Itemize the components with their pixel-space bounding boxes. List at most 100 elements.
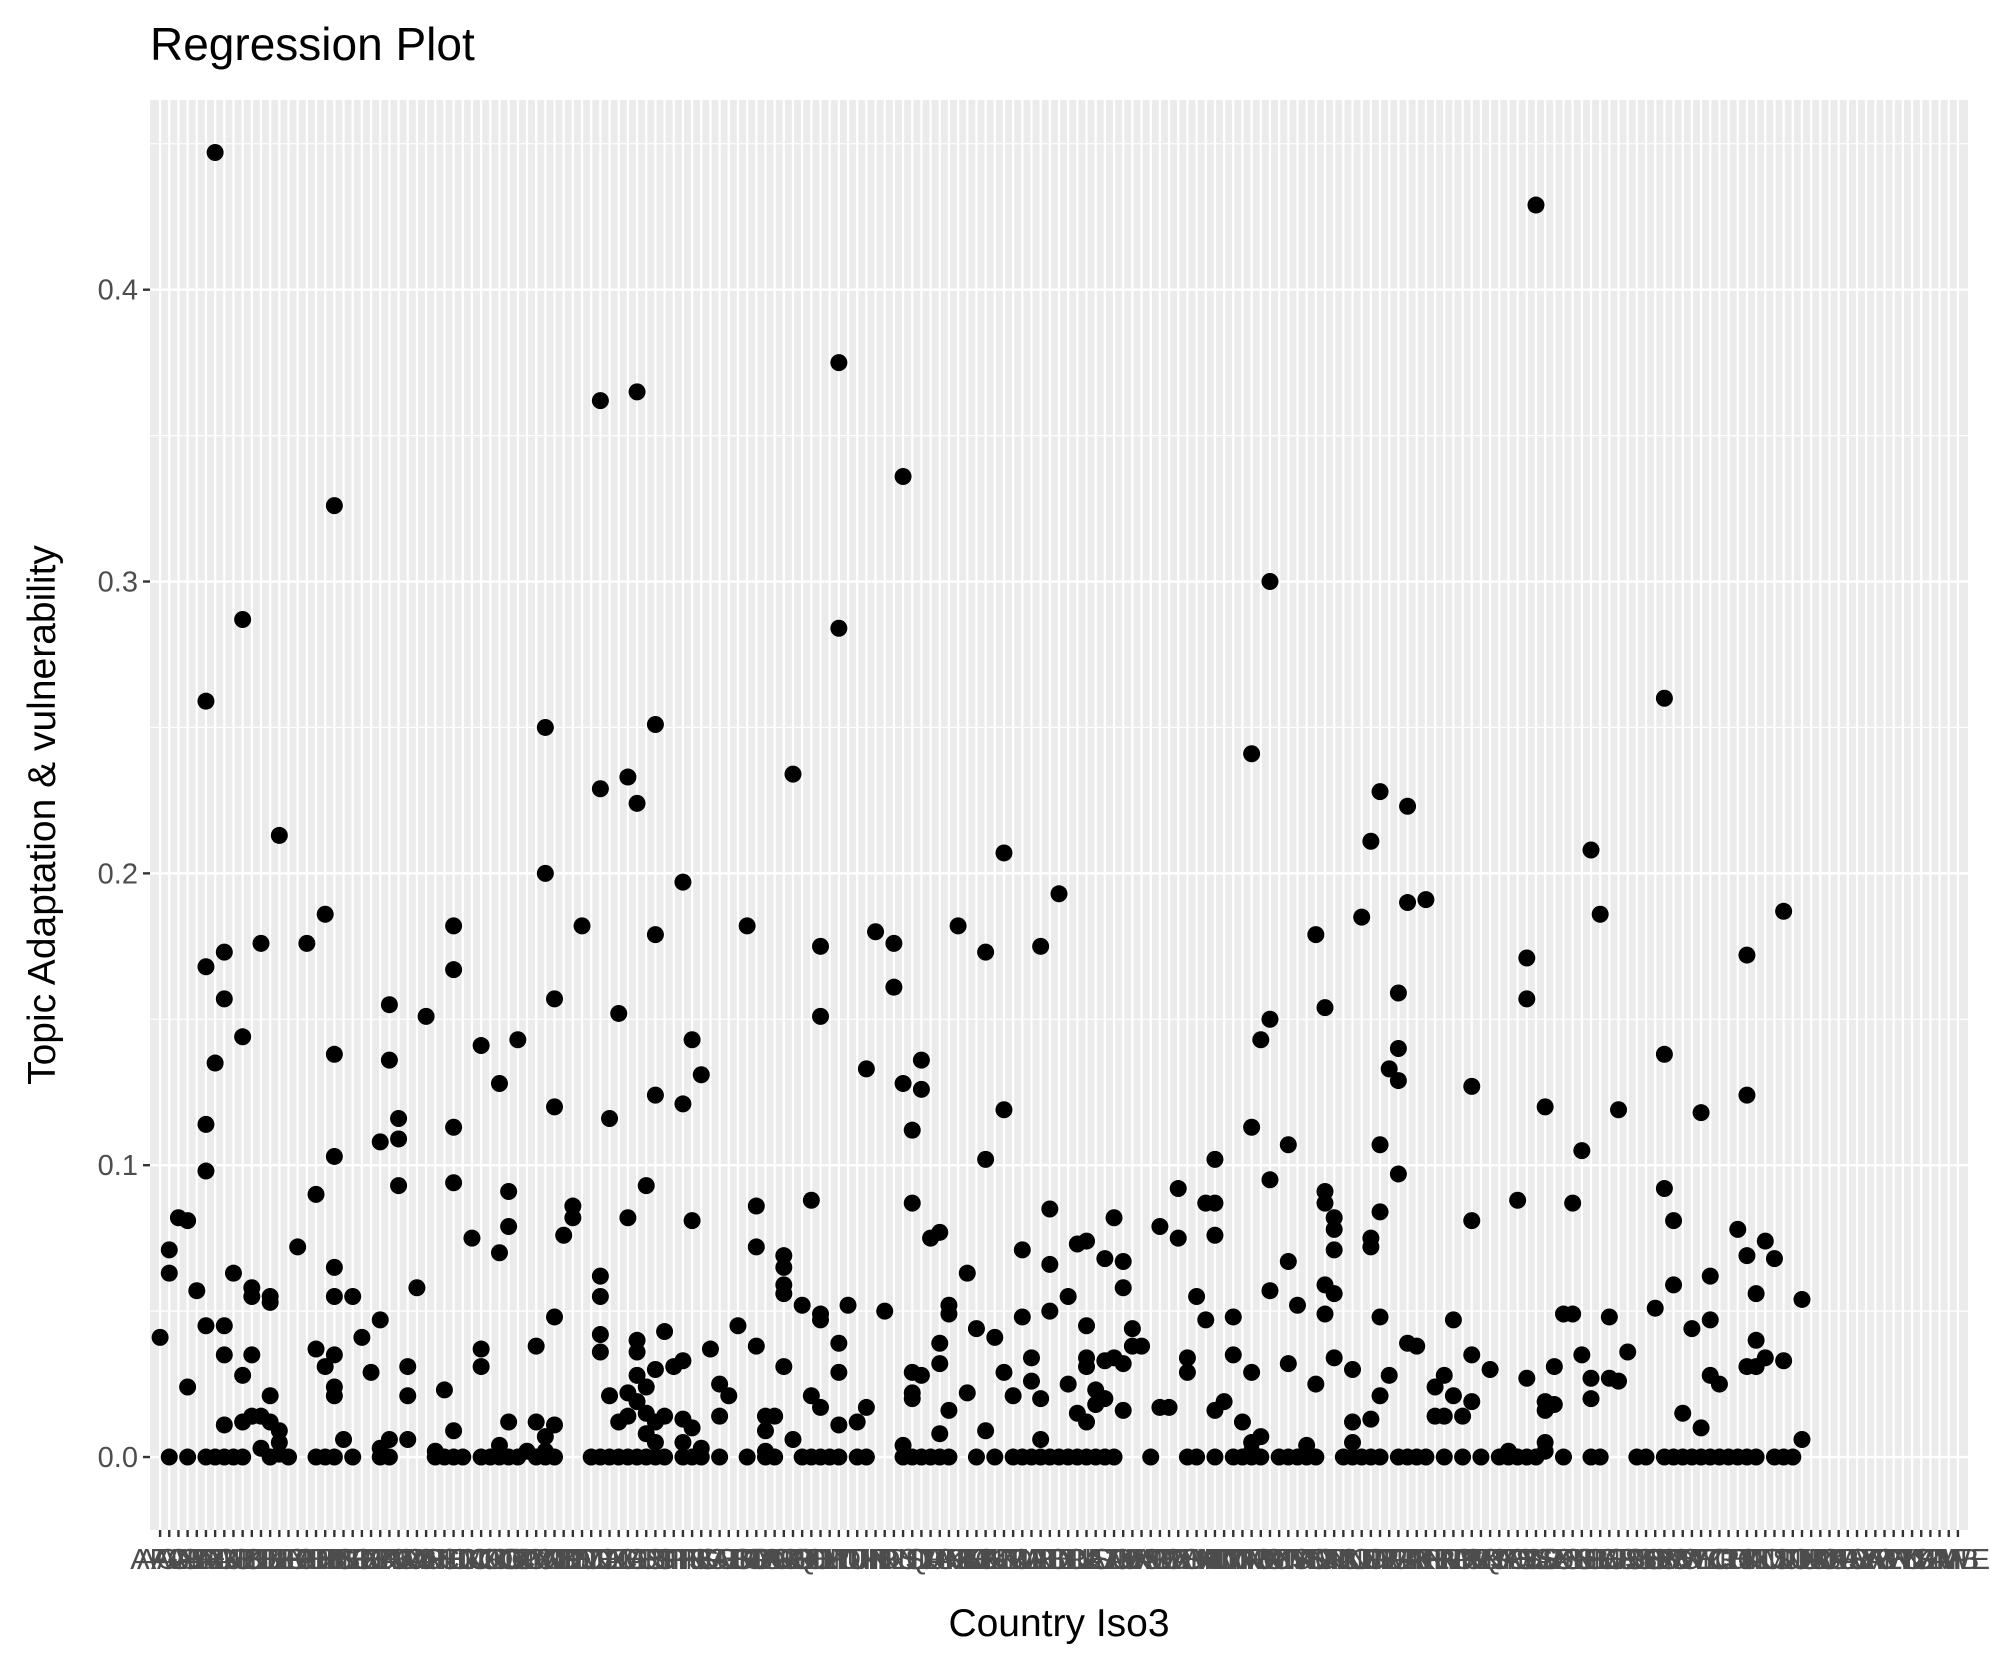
x-tick-label: BRN [359, 1544, 420, 1576]
data-point [1747, 1331, 1765, 1349]
x-tick-label: BHR [285, 1544, 346, 1576]
data-point [894, 1436, 912, 1454]
data-point [885, 934, 903, 952]
data-point [215, 943, 233, 961]
data-point [160, 1264, 178, 1282]
x-tick-label: BRA [341, 1544, 401, 1576]
x-tick-label: FJI [672, 1544, 712, 1576]
data-point [1389, 1165, 1407, 1183]
data-point [261, 1387, 279, 1405]
data-point [1279, 1136, 1297, 1154]
x-tick-label: MMR [1199, 1544, 1268, 1576]
data-point [1233, 1413, 1251, 1431]
data-point [1756, 1349, 1774, 1367]
x-tick-label: GAB [689, 1544, 750, 1576]
data-point [1775, 902, 1793, 920]
data-point [399, 1431, 417, 1449]
data-point [472, 1340, 490, 1358]
x-tick-label: CRI [511, 1544, 561, 1576]
x-tick-label: NOR [1329, 1544, 1393, 1576]
data-point [445, 1118, 463, 1136]
data-point [646, 716, 664, 734]
data-point [857, 1060, 875, 1078]
data-point [857, 1398, 875, 1416]
data-point [940, 1305, 958, 1323]
x-tick-label: MEX [1156, 1544, 1219, 1576]
data-point [197, 1115, 215, 1133]
data-point [656, 1448, 674, 1466]
data-point [197, 1317, 215, 1335]
data-point [1197, 1311, 1215, 1329]
data-point [362, 1363, 380, 1381]
data-point [628, 1343, 646, 1361]
x-tick-label: ISL [890, 1544, 934, 1576]
x-tick-label: GNQ [751, 1544, 817, 1576]
data-point [1261, 573, 1279, 591]
data-point [1105, 1448, 1123, 1466]
x-tick-label: GMB [732, 1544, 798, 1576]
data-point [546, 1448, 564, 1466]
x-tick-label: DZA [590, 1544, 649, 1576]
data-point [1655, 1180, 1673, 1198]
data-point [1444, 1311, 1462, 1329]
data-point [1518, 990, 1536, 1008]
data-point [1252, 1448, 1270, 1466]
data-point [619, 1209, 637, 1227]
x-tick-label: BHS [295, 1544, 355, 1576]
x-tick-label: MKD [1174, 1544, 1238, 1576]
x-tick-label: GHA [716, 1544, 780, 1576]
data-point [243, 1288, 261, 1306]
x-tick-label: CZE [535, 1544, 593, 1576]
data-point [912, 1366, 930, 1384]
data-point [646, 1433, 664, 1451]
data-point [1261, 1010, 1279, 1028]
data-point [408, 1279, 426, 1297]
x-tick-label: SRB [1598, 1544, 1658, 1576]
data-point [711, 1375, 729, 1393]
data-point [325, 1346, 343, 1364]
data-point [454, 1448, 472, 1466]
x-tick-label: PRY [1461, 1544, 1520, 1576]
data-point [1435, 1448, 1453, 1466]
data-point [637, 1177, 655, 1195]
data-point [1380, 1060, 1398, 1078]
x-tick-label: TUV [1782, 1544, 1841, 1576]
x-tick-label: ZWE [1926, 1544, 1990, 1576]
data-point [1206, 1194, 1224, 1212]
data-point [1344, 1360, 1362, 1378]
x-tick-label: EGY [606, 1544, 667, 1576]
x-tick-label: DJI [560, 1544, 604, 1576]
x-tick-label: SUR [1625, 1544, 1686, 1576]
data-point [812, 937, 830, 955]
data-point [903, 1390, 921, 1408]
data-point [1536, 1442, 1554, 1460]
x-tick-label: MOZ [1229, 1544, 1293, 1576]
data-point [1133, 1337, 1151, 1355]
data-point [931, 1223, 949, 1241]
data-point [747, 1337, 765, 1355]
data-point [390, 1177, 408, 1195]
x-tick-label: COD [449, 1544, 513, 1576]
data-point [1078, 1232, 1096, 1250]
x-tick-label: MRT [1239, 1544, 1302, 1576]
data-point [1041, 1302, 1059, 1320]
x-axis-title: Country Iso3 [948, 1602, 1169, 1645]
data-point [243, 1346, 261, 1364]
x-tick-label: QAT [1480, 1544, 1538, 1576]
data-point [527, 1337, 545, 1355]
x-tick-label: MNE [1210, 1544, 1274, 1576]
data-point [1096, 1250, 1114, 1268]
data-point [591, 1267, 609, 1285]
data-point [766, 1407, 784, 1425]
data-point [1206, 1226, 1224, 1244]
x-tick-label: ETH [645, 1544, 703, 1576]
data-point [1022, 1372, 1040, 1390]
x-tick-label: ARM [183, 1544, 247, 1576]
x-tick-label: VCT [1856, 1544, 1914, 1576]
x-tick-label: HRV [808, 1544, 869, 1576]
data-point [536, 718, 554, 736]
data-point [1096, 1390, 1114, 1408]
data-point [683, 1419, 701, 1437]
data-point [1784, 1448, 1802, 1466]
x-tick-label: VAT [1849, 1544, 1901, 1576]
